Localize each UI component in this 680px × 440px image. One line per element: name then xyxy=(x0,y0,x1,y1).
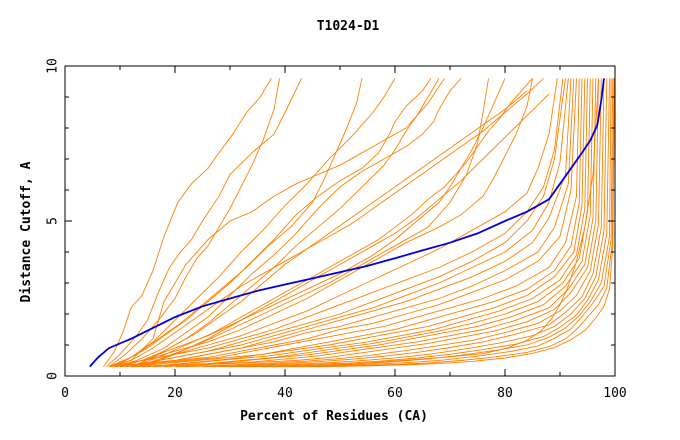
y-tick-label: 10 xyxy=(46,58,61,74)
model-series-line-20 xyxy=(130,78,583,368)
model-series-line-22 xyxy=(136,78,588,368)
model-series-line-37 xyxy=(317,78,599,368)
x-tick-label: 60 xyxy=(387,386,403,401)
y-tick-label: 5 xyxy=(46,217,61,225)
y-axis-label: Distance Cutoff, A xyxy=(19,161,34,302)
x-tick-label: 20 xyxy=(167,386,183,401)
model-series-line-1 xyxy=(103,78,272,367)
model-series-line-19 xyxy=(125,78,580,368)
y-tick-label: 0 xyxy=(46,372,61,380)
model-series-line-38 xyxy=(130,78,533,368)
model-series-line-27 xyxy=(174,78,602,368)
model-series-line-39 xyxy=(108,78,544,368)
model-series-line-26 xyxy=(163,78,599,368)
model-series-line-25 xyxy=(152,78,597,368)
x-axis-label: Percent of Residues (CA) xyxy=(240,409,428,424)
model-series-line-29 xyxy=(202,78,608,368)
model-series-line-6 xyxy=(114,78,462,368)
model-series-line-31 xyxy=(229,78,612,368)
model-series-line-13 xyxy=(108,78,564,368)
model-series-line-12 xyxy=(108,78,558,368)
x-tick-label: 100 xyxy=(603,386,626,401)
model-series-line-23 xyxy=(141,78,591,368)
x-tick-label: 80 xyxy=(497,386,513,401)
model-series-line-33 xyxy=(262,78,615,368)
model-series-line-3 xyxy=(108,78,396,368)
model-series-line-9 xyxy=(141,93,550,368)
x-tick-label: 40 xyxy=(277,386,293,401)
model-series-line-40 xyxy=(274,78,615,368)
model-series-line-28 xyxy=(185,78,605,368)
model-series-line-17 xyxy=(119,78,575,368)
model-series-line-15 xyxy=(114,78,569,368)
x-tick-label: 0 xyxy=(61,386,69,401)
y-axis-ticks: 0 5 10 xyxy=(46,58,615,380)
model-series-line-18 xyxy=(119,78,577,368)
highlight-series-group xyxy=(89,78,605,368)
model-series-line-2 xyxy=(105,78,302,368)
model-series-line-35 xyxy=(114,78,363,368)
model-series-line-30 xyxy=(218,78,610,368)
highlight-series-line xyxy=(89,78,605,368)
model-series-line-36 xyxy=(136,78,489,368)
x-axis-ticks: 0 20 40 60 80 100 xyxy=(61,66,627,401)
model-series-line-21 xyxy=(130,78,586,368)
background-series-group xyxy=(103,78,615,368)
chart-title: T1024-D1 xyxy=(317,19,380,34)
model-series-line-8 xyxy=(130,90,528,368)
model-series-line-4 xyxy=(108,78,445,368)
model-series-line-7 xyxy=(119,78,440,368)
model-series-line-34 xyxy=(108,78,280,368)
model-series-line-5 xyxy=(108,78,432,368)
model-series-line-11 xyxy=(114,78,533,368)
